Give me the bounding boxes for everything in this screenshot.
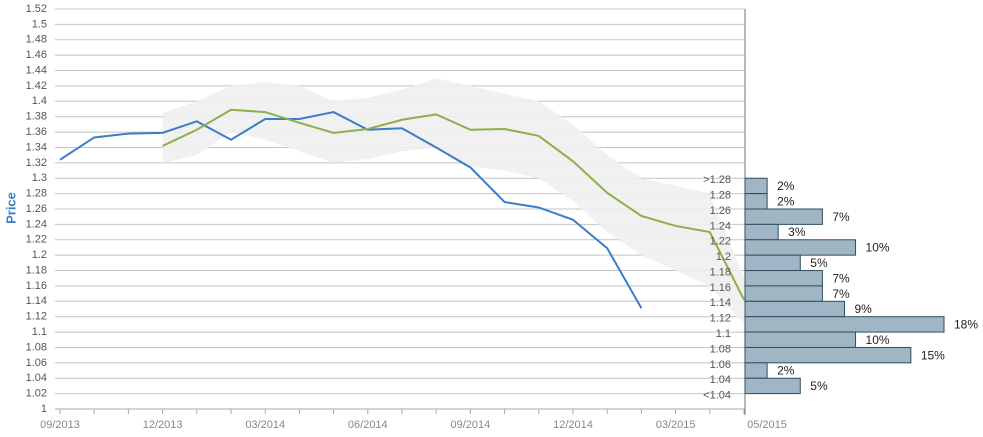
bin-label: >1.28	[703, 174, 731, 186]
histogram-bar	[744, 300, 845, 318]
histogram-bar	[744, 270, 823, 287]
bar-value-label: 10%	[866, 333, 890, 347]
y-tick-label: 1.4	[32, 95, 47, 107]
y-tick-label: 1.18	[26, 264, 47, 276]
y-tick-label: 1.26	[26, 203, 47, 215]
x-tick-label: 12/2014	[553, 419, 593, 431]
histogram-bar	[744, 208, 823, 225]
bar-value-label: 18%	[954, 318, 978, 332]
bin-label: 1.12	[710, 313, 731, 325]
y-tick-label: 1.06	[26, 357, 47, 369]
y-tick-label: 1.48	[26, 34, 47, 46]
y-tick-label: 1.16	[26, 280, 47, 292]
bar-value-label: 2%	[777, 194, 795, 208]
y-tick-label: 1.46	[26, 49, 47, 61]
y-tick-label: 1.28	[26, 188, 47, 200]
bar-value-label: 15%	[921, 348, 945, 362]
y-tick-label: 1.52	[26, 3, 47, 15]
y-tick-label: 1.02	[26, 388, 47, 400]
bin-label: <1.04	[703, 390, 731, 402]
histogram-bar	[744, 285, 823, 302]
bin-label: 1.2	[716, 251, 731, 263]
histogram-bar	[744, 362, 768, 379]
x-tick-label: 03/2014	[245, 419, 285, 431]
bin-label: 1.28	[710, 190, 731, 202]
y-tick-label: 1.08	[26, 341, 47, 353]
bin-label: 1.18	[710, 266, 731, 278]
histogram-bar	[744, 377, 801, 395]
histogram-bar	[744, 254, 801, 272]
bar-value-label: 7%	[832, 210, 850, 224]
histogram-bar	[744, 223, 779, 241]
histogram-bar	[744, 193, 768, 210]
y-tick-label: 1.38	[26, 111, 47, 123]
y-tick-label: 1.14	[26, 295, 47, 307]
bar-value-label: 7%	[832, 287, 850, 301]
x-tick-label: 12/2013	[143, 419, 183, 431]
y-tick-label: 1.1	[32, 326, 47, 338]
series-line	[59, 111, 643, 309]
y-tick-label: 1.42	[26, 80, 47, 92]
bin-label: 1.06	[710, 359, 731, 371]
series-line	[162, 108, 745, 301]
y-tick-label: 1.24	[26, 218, 47, 230]
histogram-bar	[744, 316, 945, 333]
y-tick-label: 1.12	[26, 311, 47, 323]
y-tick-label: 1.32	[26, 157, 47, 169]
bin-label: 1.24	[710, 220, 731, 232]
bin-label: 1.04	[710, 374, 731, 386]
bin-label: 1.1	[716, 328, 731, 340]
y-tick-label: 1.22	[26, 234, 47, 246]
bar-value-label: 5%	[810, 256, 828, 270]
x-tick-label: 05/2015	[747, 419, 787, 431]
bar-value-label: 5%	[810, 379, 828, 393]
y-tick-label: 1.34	[26, 141, 47, 153]
x-tick-label: 06/2014	[348, 419, 388, 431]
y-axis-title: Price	[3, 192, 18, 224]
y-tick-label: 1.36	[26, 126, 47, 138]
y-tick-label: 1.04	[26, 372, 47, 384]
bar-value-label: 7%	[832, 271, 850, 285]
bin-label: 1.16	[710, 282, 731, 294]
histogram-bar	[744, 177, 768, 195]
histogram-bar	[744, 346, 912, 364]
y-tick-label: 1.5	[32, 18, 47, 30]
x-tick-label: 09/2014	[451, 419, 491, 431]
histogram-bar	[744, 331, 857, 348]
bin-label: 1.26	[710, 205, 731, 217]
bar-value-label: 9%	[855, 302, 873, 316]
bin-label: 1.14	[710, 297, 731, 309]
y-tick-label: 1.44	[26, 64, 47, 76]
bar-value-label: 2%	[777, 364, 795, 378]
x-tick-label: 09/2013	[40, 419, 80, 431]
histogram-bar	[744, 239, 857, 256]
bin-label: 1.22	[710, 236, 731, 248]
y-tick-label: 1	[41, 403, 47, 415]
bar-value-label: 3%	[788, 225, 806, 239]
bar-value-label: 2%	[777, 179, 795, 193]
bar-value-label: 10%	[866, 241, 890, 255]
y-tick-label: 1.3	[32, 172, 47, 184]
x-tick-label: 03/2015	[656, 419, 696, 431]
y-tick-label: 1.2	[32, 249, 47, 261]
forecast-band	[162, 78, 745, 325]
bin-label: 1.08	[710, 343, 731, 355]
